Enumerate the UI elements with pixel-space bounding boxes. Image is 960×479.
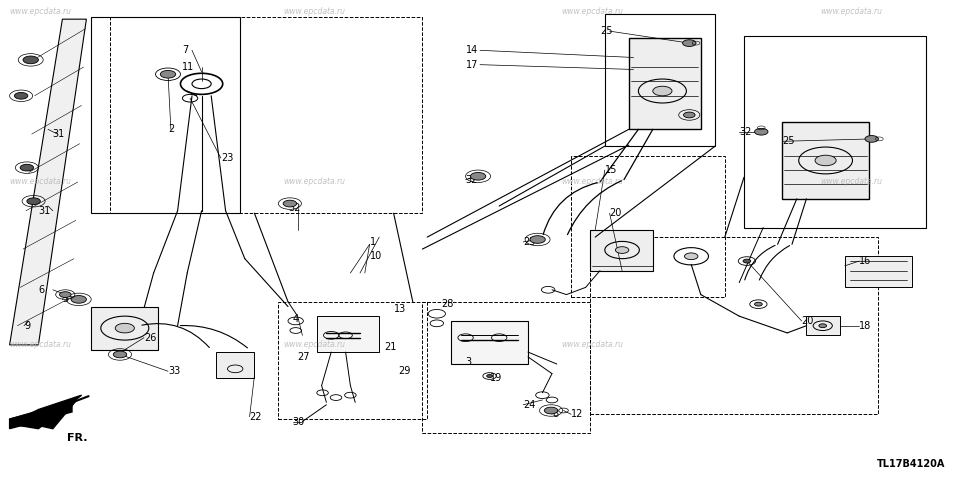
Circle shape — [819, 324, 827, 328]
Text: 10: 10 — [370, 251, 382, 261]
Text: www.epcdata.ru: www.epcdata.ru — [10, 177, 72, 186]
Circle shape — [653, 86, 672, 96]
Text: 26: 26 — [144, 333, 156, 342]
Text: www.epcdata.ru: www.epcdata.ru — [283, 340, 346, 349]
Text: 17: 17 — [466, 60, 478, 69]
Text: 27: 27 — [298, 352, 310, 362]
Circle shape — [487, 375, 492, 377]
Text: 28: 28 — [442, 299, 454, 309]
Circle shape — [615, 247, 629, 253]
Circle shape — [60, 292, 71, 297]
Text: 7: 7 — [182, 46, 189, 55]
Text: 31: 31 — [53, 129, 65, 139]
Bar — [110, 17, 422, 213]
Text: 13: 13 — [394, 304, 406, 314]
Circle shape — [470, 172, 486, 180]
Text: www.epcdata.ru: www.epcdata.ru — [10, 340, 72, 349]
Polygon shape — [10, 395, 82, 429]
Bar — [422, 302, 590, 433]
Bar — [216, 352, 254, 378]
Text: 29: 29 — [398, 366, 411, 376]
Polygon shape — [10, 402, 72, 429]
Bar — [91, 307, 158, 350]
Text: 32: 32 — [466, 175, 478, 184]
Circle shape — [865, 136, 878, 142]
Text: 20: 20 — [610, 208, 622, 218]
Bar — [91, 17, 240, 213]
Text: 14: 14 — [466, 46, 478, 55]
Circle shape — [23, 56, 38, 64]
Text: www.epcdata.ru: www.epcdata.ru — [821, 177, 883, 186]
Circle shape — [743, 259, 751, 263]
Text: 3: 3 — [466, 357, 471, 366]
Text: 20: 20 — [802, 316, 814, 326]
Text: 24: 24 — [523, 400, 536, 410]
Text: 11: 11 — [182, 62, 195, 72]
Circle shape — [160, 70, 176, 78]
Text: 31: 31 — [38, 206, 51, 216]
Bar — [590, 237, 878, 414]
Circle shape — [815, 155, 836, 166]
Circle shape — [27, 198, 40, 205]
Text: 32: 32 — [739, 127, 752, 137]
Text: 22: 22 — [250, 412, 262, 422]
Text: 9: 9 — [24, 321, 30, 331]
Text: 32: 32 — [288, 204, 300, 213]
Text: www.epcdata.ru: www.epcdata.ru — [283, 177, 346, 186]
Polygon shape — [10, 400, 77, 429]
Text: 19: 19 — [490, 374, 502, 383]
Bar — [806, 316, 840, 335]
Bar — [629, 38, 701, 129]
Text: www.epcdata.ru: www.epcdata.ru — [821, 7, 883, 16]
Polygon shape — [10, 19, 86, 345]
Circle shape — [14, 92, 28, 99]
Bar — [571, 156, 725, 297]
Circle shape — [20, 164, 34, 171]
Text: FR.: FR. — [67, 433, 87, 444]
Circle shape — [683, 40, 696, 46]
Text: 6: 6 — [38, 285, 44, 295]
Circle shape — [530, 236, 545, 243]
Text: 30: 30 — [293, 417, 305, 426]
Text: 4: 4 — [293, 314, 299, 323]
Text: www.epcdata.ru: www.epcdata.ru — [562, 340, 624, 349]
Circle shape — [755, 128, 768, 135]
Circle shape — [684, 112, 695, 118]
Bar — [317, 316, 379, 352]
Text: 2: 2 — [168, 125, 175, 134]
Text: www.epcdata.ru: www.epcdata.ru — [283, 7, 346, 16]
Bar — [744, 36, 926, 228]
Text: 16: 16 — [859, 256, 872, 266]
Text: www.epcdata.ru: www.epcdata.ru — [562, 7, 624, 16]
Circle shape — [544, 407, 558, 414]
Text: 15: 15 — [605, 165, 617, 175]
Text: 5: 5 — [62, 295, 69, 304]
Text: 23: 23 — [221, 153, 233, 163]
Text: 8: 8 — [552, 410, 558, 419]
Bar — [590, 230, 653, 271]
Circle shape — [71, 296, 86, 303]
Text: 21: 21 — [384, 342, 396, 352]
Circle shape — [115, 323, 134, 333]
Text: 33: 33 — [168, 366, 180, 376]
Bar — [845, 256, 912, 287]
Text: 25: 25 — [782, 137, 795, 146]
Text: 25: 25 — [523, 237, 536, 247]
Text: www.epcdata.ru: www.epcdata.ru — [562, 177, 624, 186]
Text: 25: 25 — [600, 26, 612, 36]
Circle shape — [684, 253, 698, 260]
Bar — [278, 302, 427, 419]
Circle shape — [755, 302, 762, 306]
Circle shape — [113, 351, 127, 358]
Bar — [451, 321, 528, 364]
Circle shape — [283, 200, 297, 207]
Bar — [782, 122, 869, 199]
Bar — [605, 14, 715, 146]
Text: 12: 12 — [571, 410, 584, 419]
Text: TL17B4120A: TL17B4120A — [877, 459, 946, 469]
Text: 18: 18 — [859, 321, 872, 331]
Text: www.epcdata.ru: www.epcdata.ru — [10, 7, 72, 16]
Text: 1: 1 — [370, 237, 375, 247]
